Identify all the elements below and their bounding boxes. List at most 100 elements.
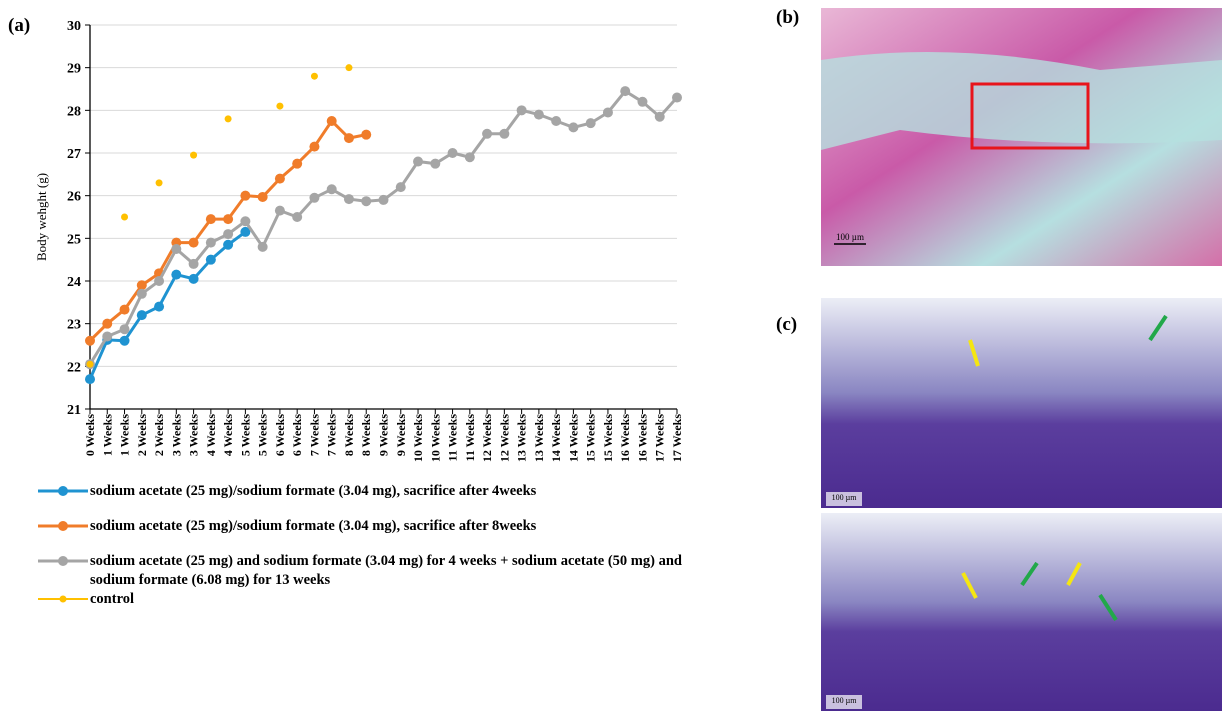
data-point — [223, 239, 234, 250]
y-tick-label: 28 — [67, 104, 81, 119]
data-point — [223, 229, 234, 240]
data-point — [136, 310, 147, 321]
data-point — [343, 133, 354, 144]
x-tick-label: 7 Weeks — [325, 414, 339, 456]
x-tick-label: 16 Weeks — [618, 414, 632, 462]
data-point — [188, 237, 199, 248]
data-point — [482, 128, 493, 139]
data-point — [154, 276, 165, 286]
data-point — [155, 179, 163, 187]
x-tick-label: 14 Weeks — [566, 414, 580, 462]
y-tick-label: 23 — [67, 318, 81, 333]
data-point — [171, 269, 182, 280]
data-point — [102, 318, 113, 329]
data-point — [309, 141, 320, 152]
data-point — [188, 258, 199, 269]
scale-bar-label: 100 µm — [832, 493, 858, 502]
data-point — [326, 116, 337, 126]
data-point — [86, 360, 94, 368]
x-tick-label: 12 Weeks — [497, 414, 511, 462]
x-tick-label: 17 Weeks — [653, 414, 667, 462]
x-tick-label: 14 Weeks — [549, 414, 563, 462]
x-tick-label: 16 Weeks — [635, 414, 649, 462]
y-tick-label: 21 — [67, 403, 81, 418]
data-point — [585, 118, 596, 129]
data-point — [85, 335, 95, 346]
legend-swatch — [38, 595, 88, 603]
y-tick-label: 24 — [67, 275, 81, 290]
data-point — [292, 212, 303, 222]
data-point — [292, 158, 303, 169]
data-point — [119, 304, 130, 315]
data-point — [257, 191, 268, 202]
data-point — [276, 102, 284, 110]
data-point — [224, 115, 232, 123]
data-point — [119, 324, 130, 335]
data-point — [637, 96, 648, 107]
legend-item: sodium acetate (25 mg) and sodium format… — [38, 552, 698, 590]
x-tick-label: 8 Weeks — [342, 414, 356, 456]
x-tick-label: 11 Weeks — [463, 414, 477, 462]
data-point — [85, 374, 95, 385]
x-tick-label: 13 Weeks — [515, 414, 529, 462]
panel-label: (a) — [8, 15, 30, 36]
data-point — [464, 152, 475, 163]
legend-swatch — [38, 521, 88, 531]
data-point — [326, 184, 337, 195]
y-tick-label: 30 — [67, 19, 81, 34]
data-point — [223, 214, 234, 225]
data-point — [240, 190, 251, 201]
data-point — [119, 335, 130, 346]
x-tick-label: 5 Weeks — [256, 414, 270, 456]
legend: sodium acetate (25 mg)/sodium formate (3… — [38, 482, 698, 625]
legend-label: sodium acetate (25 mg)/sodium formate (3… — [90, 483, 537, 499]
data-point — [430, 158, 441, 169]
x-tick-label: 15 Weeks — [584, 414, 598, 462]
y-tick-label: 22 — [67, 360, 81, 375]
data-point — [654, 111, 665, 122]
data-point — [672, 92, 682, 103]
x-tick-label: 6 Weeks — [290, 414, 304, 456]
x-tick-label: 9 Weeks — [394, 414, 408, 456]
y-tick-label: 27 — [67, 147, 81, 162]
series-line — [88, 230, 247, 380]
x-tick-label: 4 Weeks — [221, 414, 235, 456]
legend-item: sodium acetate (25 mg)/sodium formate (3… — [38, 517, 698, 536]
data-point — [551, 116, 562, 126]
data-point — [136, 288, 147, 299]
data-point — [361, 196, 372, 207]
scale-bar-label: 100 µm — [832, 696, 858, 705]
data-point — [205, 254, 216, 265]
data-point — [361, 129, 372, 140]
data-point — [516, 105, 527, 116]
data-point — [154, 301, 165, 312]
data-point — [121, 213, 129, 221]
x-tick-label: 2 Weeks — [135, 414, 149, 456]
data-point — [395, 182, 406, 193]
legend-swatch — [38, 486, 88, 496]
data-point — [447, 148, 458, 158]
data-point — [343, 194, 354, 205]
data-point — [257, 241, 268, 252]
y-axis-label: Body wehght (g) — [34, 173, 49, 261]
x-tick-label: 0 Weeks — [83, 414, 97, 456]
x-tick-label: 5 Weeks — [238, 414, 252, 456]
data-point — [102, 331, 113, 342]
legend-label: sodium acetate (25 mg) and sodium format… — [90, 553, 682, 588]
x-tick-label: 1 Weeks — [100, 414, 114, 456]
legend-marker — [58, 486, 68, 496]
data-point — [620, 86, 631, 97]
data-point — [240, 226, 251, 237]
data-point — [274, 205, 285, 216]
legend-marker — [58, 521, 68, 531]
data-point — [533, 109, 544, 120]
x-tick-label: 9 Weeks — [377, 414, 391, 456]
x-tick-label: 13 Weeks — [532, 414, 546, 462]
data-point — [136, 280, 147, 291]
x-tick-label: 2 Weeks — [152, 414, 166, 456]
x-tick-label: 8 Weeks — [359, 414, 373, 456]
data-point — [499, 128, 510, 139]
data-point — [602, 107, 613, 118]
